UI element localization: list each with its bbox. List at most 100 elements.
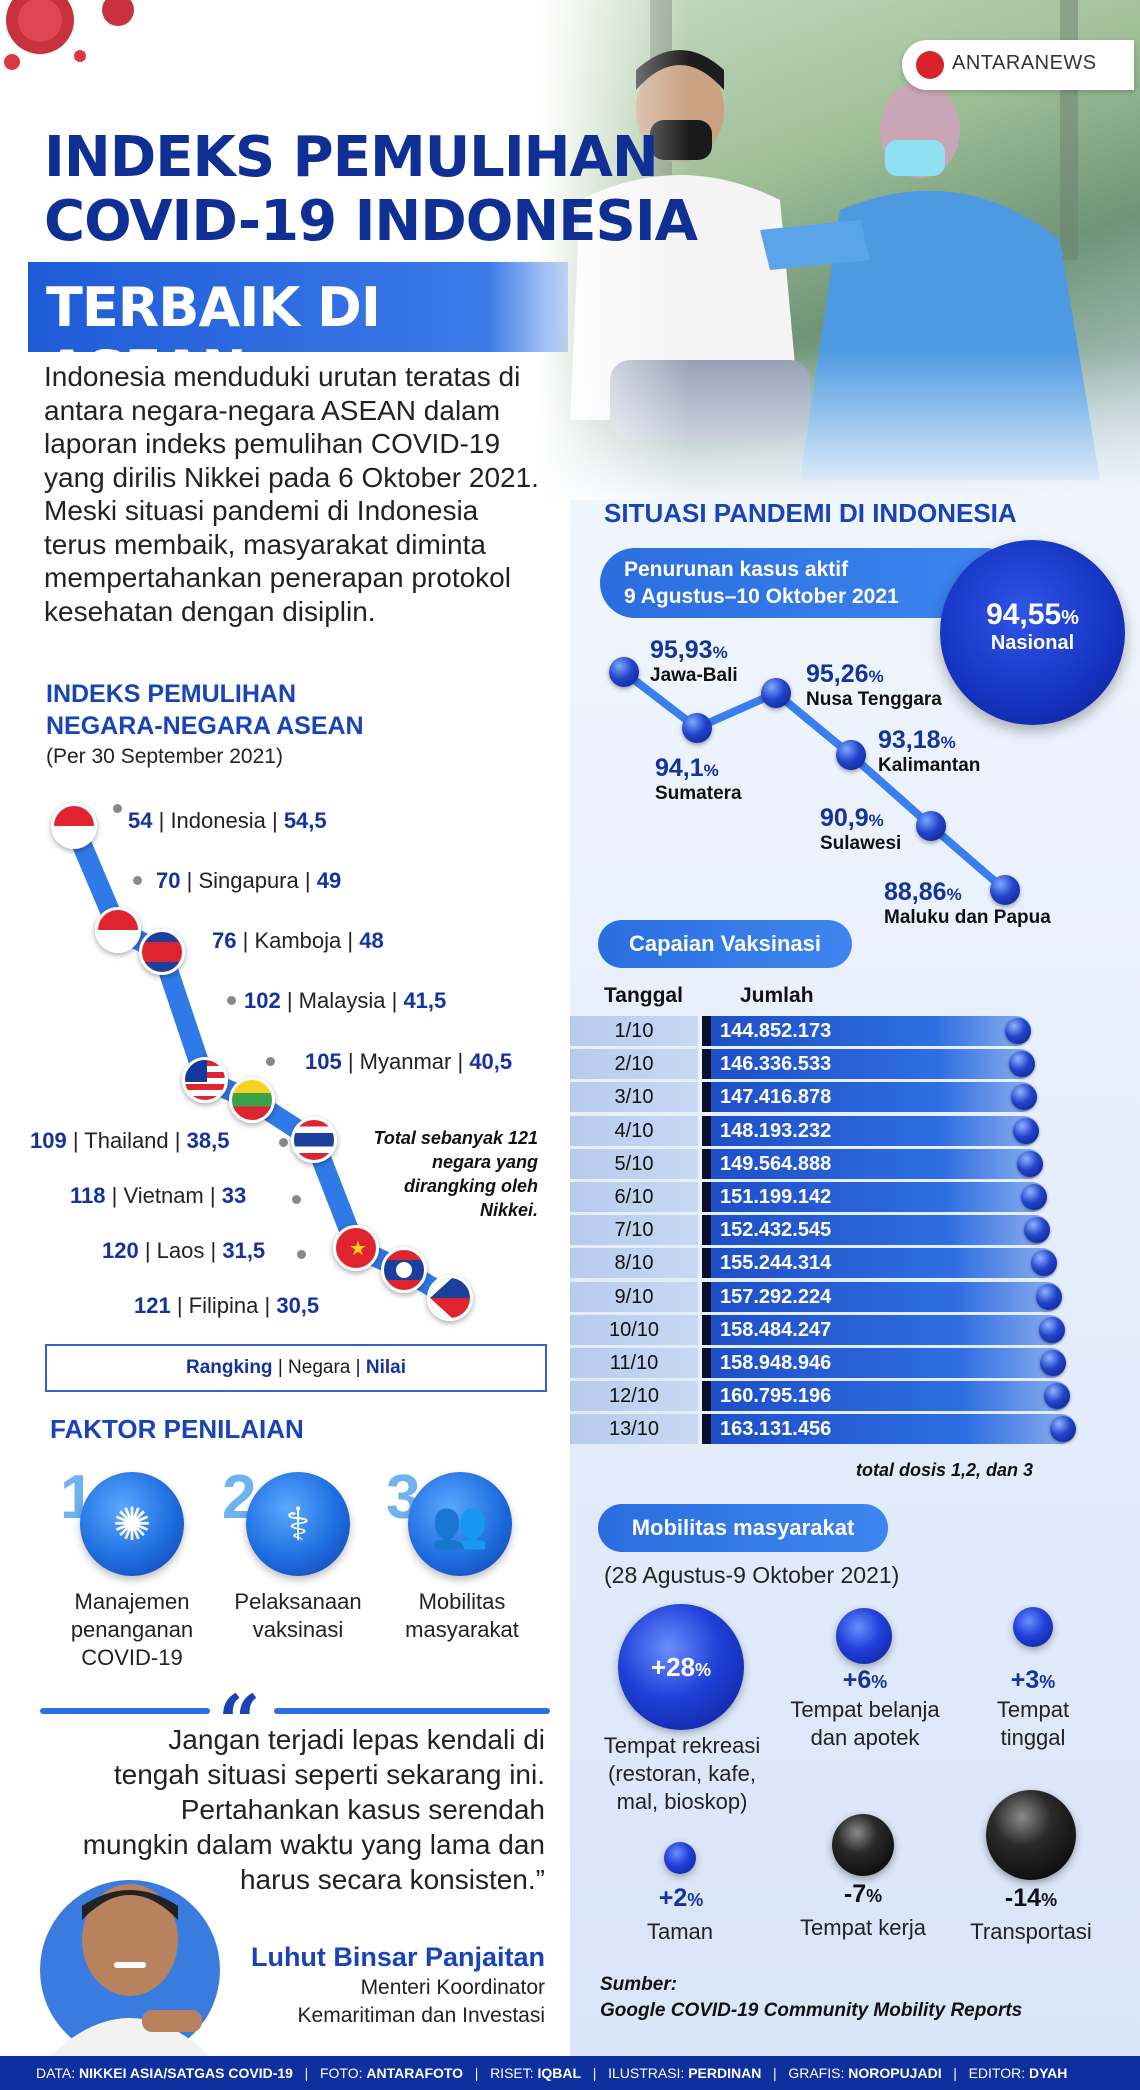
nasional-percent: % xyxy=(1061,607,1079,629)
mobilitas-value: -14 xyxy=(1004,1884,1042,1912)
ranking-row-malaysia: 102 | Malaysia | 41,5 xyxy=(244,988,447,1013)
ranking-row-singapura: 70 | Singapura | 49 xyxy=(156,868,342,893)
credit-separator: | xyxy=(474,2065,479,2081)
score-value: 54,5 xyxy=(283,808,327,833)
region-name: Nusa Tenggara xyxy=(806,689,942,710)
country-name: Indonesia xyxy=(170,808,266,833)
vaksinasi-bar xyxy=(711,1148,1043,1179)
nasional-value-wrap: 94,55% xyxy=(940,540,1125,632)
flag-filipina-icon xyxy=(427,1275,473,1321)
ranking-row-filipina: 121 | Filipina | 30,5 xyxy=(134,1293,320,1318)
mobilitas-label-tinggal: Tempat tinggal xyxy=(996,1697,1070,1750)
percent-sign: % xyxy=(868,811,884,830)
score-value: 38,5 xyxy=(186,1128,230,1153)
vaksinasi-date: 5/10 xyxy=(570,1148,698,1179)
score-value: 40,5 xyxy=(469,1049,513,1074)
rank-value: 118 xyxy=(70,1183,106,1208)
vaksinasi-date: 8/10 xyxy=(570,1248,698,1279)
vaksinasi-value: 158.484.247 xyxy=(720,1318,832,1341)
leader-dot xyxy=(133,876,142,885)
vaksinasi-ball-icon xyxy=(1005,1018,1031,1044)
vaksinasi-separator xyxy=(702,1348,711,1378)
leader-dot xyxy=(113,804,122,813)
vaksinasi-note: total dosis 1,2, dan 3 xyxy=(856,1460,1034,1480)
factors-heading: FAKTOR PENILAIAN xyxy=(50,1414,304,1444)
credit-label: GRAFIS: xyxy=(788,2065,845,2081)
region-marker xyxy=(916,811,946,841)
region-nusa-tenggara: 95,26% Nusa Tenggara xyxy=(806,660,942,711)
mobilitas-label-transportasi: Transportasi xyxy=(970,1919,1092,1944)
quote-mark-icon: “ xyxy=(218,1680,261,1766)
credit-editor: DYAH xyxy=(1029,2065,1068,2081)
region-marker xyxy=(990,875,1020,905)
vaksinasi-value: 144.852.173 xyxy=(720,1020,832,1042)
vaksinasi-bar xyxy=(711,1414,1076,1445)
vaksinasi-separator xyxy=(702,1381,711,1412)
vaksinasi-col-date: Tanggal xyxy=(604,984,683,1007)
flag-malaysia-icon xyxy=(182,1057,228,1103)
vaksinasi-row: 13/10 163.131.456 xyxy=(570,1414,1090,1445)
rank-value: 70 xyxy=(156,868,181,893)
vaksinasi-date: 12/10 xyxy=(570,1381,698,1412)
factor-label-2: Pelaksanaan vaksinasi xyxy=(234,1589,362,1642)
ranking-row-indonesia: 54 | Indonesia | 54,5 xyxy=(128,808,327,833)
rank-value: 102 xyxy=(244,988,281,1013)
region-value: 93,18 xyxy=(878,726,941,754)
ranking-heading-1: INDEKS PEMULIHAN xyxy=(46,680,297,708)
percent-sign: % xyxy=(871,1672,888,1692)
mobilitas-value-taman: +2% xyxy=(626,1884,736,1913)
vaksinasi-row: 5/10 149.564.888 xyxy=(570,1148,1090,1179)
vaksinasi-pill: Capaian Vaksinasi xyxy=(598,920,852,968)
region-name: Jawa-Bali xyxy=(650,665,738,686)
ranking-legend: Rangking | Negara | Nilai xyxy=(45,1344,547,1392)
region-kalimantan: 93,18% Kalimantan xyxy=(878,726,980,777)
vaksinasi-row: 2/10 146.336.533 xyxy=(570,1049,1090,1080)
flag-myanmar-icon xyxy=(229,1077,275,1123)
ranking-row-kamboja: 76 | Kamboja | 48 xyxy=(212,928,384,953)
speaker-portrait xyxy=(50,1884,210,2056)
vaksinasi-ball-icon xyxy=(1013,1117,1040,1144)
vaksinasi-row: 7/10 152.432.545 xyxy=(570,1215,1090,1246)
percent-sign: % xyxy=(687,1890,704,1910)
vaksinasi-value: 155.244.314 xyxy=(720,1252,832,1275)
score-value: 48 xyxy=(359,928,384,953)
vaksinasi-value: 158.948.946 xyxy=(720,1352,832,1374)
credit-separator: | xyxy=(953,2065,957,2081)
title-line-1: INDEKS PEMULIHAN xyxy=(44,125,659,190)
vaksinasi-separator xyxy=(702,1248,711,1279)
country-name: Filipina xyxy=(188,1293,259,1318)
mobilitas-belanja-ball xyxy=(836,1608,892,1664)
credit-label: RISET: xyxy=(490,2065,534,2081)
region-sumatera: 94,1% Sumatera xyxy=(655,754,742,805)
country-name: Singapura xyxy=(198,868,299,893)
quote-divider-right xyxy=(274,1708,550,1714)
vaksinasi-date: 4/10 xyxy=(570,1115,698,1146)
vaksinasi-date: 10/10 xyxy=(570,1314,698,1345)
people-icon: 👥 xyxy=(408,1472,512,1576)
rank-value: 120 xyxy=(102,1238,139,1263)
mobilitas-taman-ball xyxy=(664,1842,696,1874)
legend-separator: | xyxy=(355,1357,361,1378)
situasi-heading: SITUASI PANDEMI DI INDONESIA xyxy=(604,498,1017,528)
vaksinasi-date: 13/10 xyxy=(570,1414,698,1445)
antara-news-logo[interactable]: ANTARANEWS xyxy=(902,40,1134,90)
rank-value: 76 xyxy=(212,928,237,953)
quote-author: Luhut Binsar Panjaitan xyxy=(250,1942,545,1972)
vaksinasi-separator xyxy=(702,1016,711,1046)
credit-riset: IQBAL xyxy=(537,2065,582,2081)
country-name: Thailand xyxy=(84,1128,169,1153)
vaksinasi-separator xyxy=(702,1115,711,1146)
title-line-2: COVID-19 INDONESIA xyxy=(44,189,698,254)
score-value: 33 xyxy=(221,1183,247,1208)
vaksinasi-date: 7/10 xyxy=(570,1215,698,1246)
country-name: Myanmar xyxy=(359,1049,452,1074)
region-name: Maluku dan Papua xyxy=(884,907,1051,928)
vaksinasi-separator xyxy=(702,1182,711,1212)
leader-dot xyxy=(227,996,236,1005)
vaksinasi-date: 11/10 xyxy=(570,1348,698,1378)
vaksinasi-date: 1/10 xyxy=(570,1016,698,1046)
quote-text: Jangan terjadi lepas kendali di tengah s… xyxy=(82,1724,545,1895)
country-name: Vietnam xyxy=(123,1183,204,1208)
vaksinasi-row: 12/10 160.795.196 xyxy=(570,1381,1090,1412)
flag-kamboja-icon xyxy=(139,929,185,975)
